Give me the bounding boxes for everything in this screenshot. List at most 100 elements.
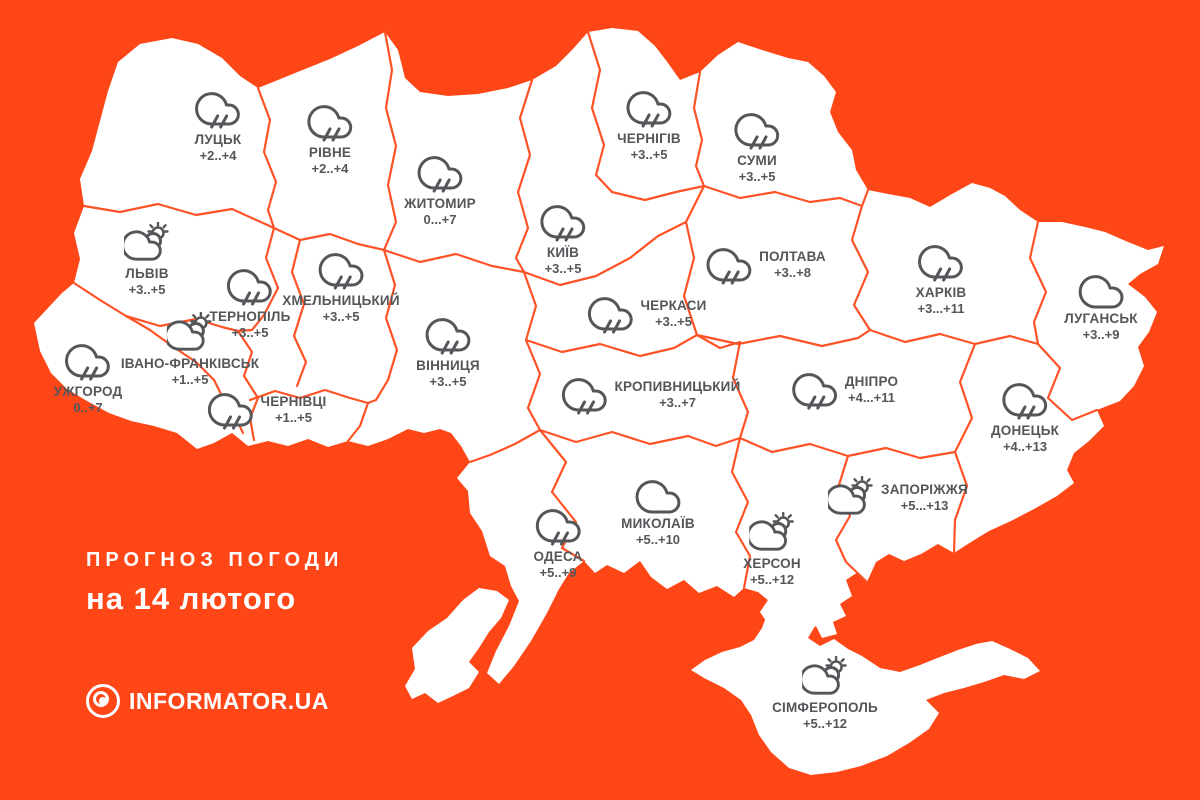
city-temp: +3..+5 xyxy=(655,313,692,329)
weather-icon-slot xyxy=(626,85,672,129)
sun-cloud-icon xyxy=(748,512,794,551)
city-name: МИКОЛАЇВ xyxy=(621,516,695,531)
city-text: УЖГОРОД 0..+7 xyxy=(54,382,123,415)
city-name: ПОЛТАВА xyxy=(759,249,826,265)
city-name: КРОПИВНИЦЬКИЙ xyxy=(614,379,741,395)
city-temp: +5..+9 xyxy=(539,564,577,580)
city-marker: СІМФЕРОПОЛЬ +5..+12 xyxy=(772,656,878,731)
city-name: ХАРКІВ xyxy=(915,285,967,300)
rain-cloud-icon xyxy=(535,509,581,546)
city-temp: +5...+13 xyxy=(900,497,949,513)
rain-cloud-icon xyxy=(307,105,353,142)
rain-cloud-icon xyxy=(227,269,273,306)
cloud-icon xyxy=(635,480,681,514)
city-text: ЧЕРКАСИ +3..+5 xyxy=(641,296,707,329)
city-temp: +3..+8 xyxy=(774,264,811,280)
city-temp: +3..+5 xyxy=(322,308,360,324)
city-temp: +3..+5 xyxy=(429,373,467,389)
oblast-borders xyxy=(72,30,1099,590)
cloud-icon xyxy=(1078,275,1124,309)
city-name: ЧЕРНІВЦІ xyxy=(260,394,327,410)
weather-icon-slot xyxy=(828,476,874,518)
city-marker: ДНІПРО +4...+11 xyxy=(792,367,898,411)
city-temp: +3..+5 xyxy=(630,146,668,162)
informator-logo: INFORMATOR.UA xyxy=(86,684,329,718)
city-name: ЛУГАНСЬК xyxy=(1064,311,1138,326)
city-text: ОДЕСА +5..+9 xyxy=(533,547,582,580)
city-marker: СУМИ +3..+5 xyxy=(734,107,780,184)
city-text: РІВНЕ +2..+4 xyxy=(309,143,351,176)
city-temp: +4..+13 xyxy=(1002,438,1048,454)
city-marker: ЛЬВІВ +3..+5 xyxy=(124,222,170,297)
weather-icon-slot xyxy=(195,86,241,130)
city-name: ХМЕЛЬНИЦЬКИЙ xyxy=(282,293,400,308)
rain-cloud-icon xyxy=(587,297,633,334)
city-marker: ТЕРНОПІЛЬ +3..+5 xyxy=(210,263,291,340)
rain-cloud-icon xyxy=(65,344,111,381)
city-marker: ЛУГАНСЬК +3..+9 xyxy=(1064,269,1138,342)
title-line2: на 14 лютого xyxy=(86,581,297,616)
city-text: ЗАПОРІЖЖЯ +5...+13 xyxy=(881,480,968,513)
weather-icon-slot xyxy=(918,239,964,283)
city-text: ЖИТОМИР 0...+7 xyxy=(404,194,476,227)
city-text: ЛУГАНСЬК +3..+9 xyxy=(1064,309,1137,342)
weather-icon-slot xyxy=(167,312,213,354)
city-marker: КРОПИВНИЦЬКИЙ +3..+7 xyxy=(561,372,741,416)
city-text: ІВАНО-ФРАНКІВСЬК +1..+5 xyxy=(121,354,259,387)
city-marker: ДОНЕЦЬК +4..+13 xyxy=(991,377,1059,454)
city-marker: ОДЕСА +5..+9 xyxy=(533,503,582,580)
rain-cloud-icon xyxy=(706,248,752,285)
rain-cloud-icon xyxy=(561,378,607,415)
city-name: ЧЕРНІГІВ xyxy=(617,131,681,146)
rain-cloud-icon xyxy=(792,373,838,410)
rain-cloud-icon xyxy=(1002,383,1048,420)
city-temp: +1..+5 xyxy=(275,409,312,425)
city-text: ДОНЕЦЬК +4..+13 xyxy=(991,421,1059,454)
city-name: ДОНЕЦЬК xyxy=(990,423,1060,438)
city-marker: ВІННИЦЯ +3..+5 xyxy=(416,312,480,389)
weather-icon-slot xyxy=(318,247,364,291)
weather-icon-slot xyxy=(802,656,848,698)
city-text: КРОПИВНИЦЬКИЙ +3..+7 xyxy=(615,377,741,410)
city-temp: 0...+7 xyxy=(423,211,457,227)
city-temp: +3...+11 xyxy=(917,300,965,316)
weather-icon-slot xyxy=(65,338,111,382)
crimea-outline xyxy=(691,590,1040,775)
city-text: ЛЬВІВ +3..+5 xyxy=(125,264,168,297)
weather-icon-slot xyxy=(734,107,780,151)
city-text: ХМЕЛЬНИЦЬКИЙ +3..+5 xyxy=(282,291,400,324)
weather-icon-slot xyxy=(425,312,471,356)
weather-icon-slot xyxy=(307,99,353,143)
city-marker: ХЕРСОН +5..+12 xyxy=(743,512,801,587)
city-name: ДНІПРО xyxy=(844,374,899,390)
city-name: ІВАНО-ФРАНКІВСЬК xyxy=(120,356,260,371)
city-marker: ЛУЦЬК +2..+4 xyxy=(195,86,242,163)
city-text: СІМФЕРОПОЛЬ +5..+12 xyxy=(772,698,878,731)
city-name: ЛУЦЬК xyxy=(194,132,242,147)
city-temp: +2..+4 xyxy=(311,160,349,176)
city-name: СУМИ xyxy=(737,153,777,168)
city-temp: +2..+4 xyxy=(199,147,237,163)
city-temp: +5..+10 xyxy=(635,531,681,547)
rain-cloud-icon xyxy=(417,156,463,193)
rain-cloud-icon xyxy=(425,318,471,355)
city-name: ЧЕРКАСИ xyxy=(640,298,707,314)
city-name: ВІННИЦЯ xyxy=(416,358,480,373)
city-text: ТЕРНОПІЛЬ +3..+5 xyxy=(210,307,291,340)
city-temp: +3..+5 xyxy=(128,281,166,297)
sun-cloud-icon xyxy=(828,476,873,515)
city-temp: +4...+11 xyxy=(847,389,895,405)
city-marker: ПОЛТАВА +3..+8 xyxy=(706,242,826,286)
weather-icon-slot xyxy=(540,199,586,243)
city-marker: ЗАПОРІЖЖЯ +5...+13 xyxy=(828,476,968,518)
city-name: ЛЬВІВ xyxy=(125,266,169,281)
logo-text: INFORMATOR.UA xyxy=(129,687,329,714)
city-name: КИЇВ xyxy=(546,245,580,260)
rain-cloud-icon xyxy=(207,393,253,430)
city-text: ВІННИЦЯ +3..+5 xyxy=(416,356,480,389)
weather-icon-slot xyxy=(535,503,581,547)
poster-title: ПРОГНОЗ ПОГОДИ на 14 лютого xyxy=(86,549,343,617)
rain-cloud-icon xyxy=(195,92,241,129)
